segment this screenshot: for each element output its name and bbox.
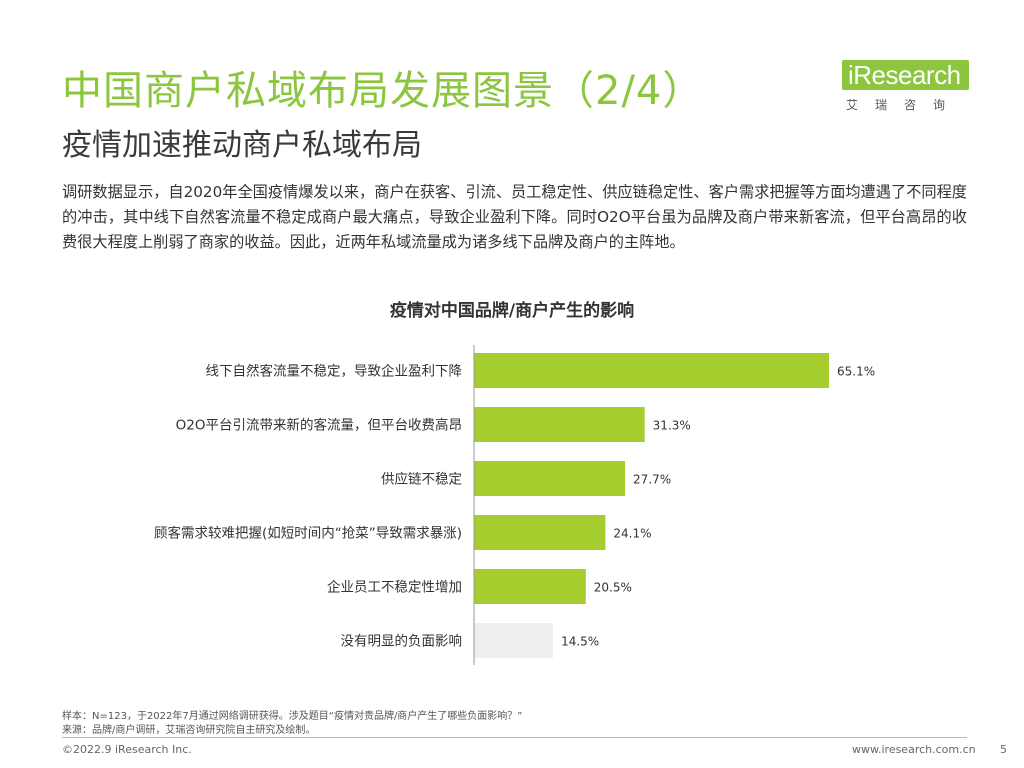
page-number: 5: [1000, 743, 1007, 756]
copyright: ©2022.9 iResearch Inc.: [62, 743, 192, 756]
category-label-0: 线下自然客流量不稳定，导致企业盈利下降: [206, 363, 463, 380]
page-subtitle: 疫情加速推动商户私域布局: [62, 128, 422, 163]
iresearch-logo: iResearch 艾瑞咨询: [842, 58, 972, 118]
bar-1: [474, 407, 645, 442]
bar-2: [474, 461, 626, 496]
value-label-1: 31.3%: [653, 419, 691, 433]
website-link[interactable]: www.iresearch.com.cn: [852, 743, 976, 756]
value-label-2: 27.7%: [633, 473, 671, 487]
bar-3: [474, 515, 606, 550]
category-label-4: 企业员工不稳定性增加: [327, 579, 462, 596]
value-label-4: 20.5%: [594, 581, 632, 595]
bar-chart: 线下自然客流量不稳定，导致企业盈利下降 65.1% O2O平台引流带来新的客流量，但…: [154, 345, 875, 665]
value-label-3: 24.1%: [613, 527, 651, 541]
footer-divider: [62, 737, 967, 738]
chart-title: 疫情对中国品牌/商户产生的影响: [389, 301, 635, 321]
category-label-2: 供应链不稳定: [381, 471, 462, 488]
category-label-5: 没有明显的负面影响: [341, 634, 463, 650]
value-label-5: 14.5%: [561, 635, 599, 649]
bar-0: [474, 353, 829, 388]
logo-wordmark: iResearch: [842, 60, 969, 90]
logo-tagline: 艾瑞咨询: [846, 98, 963, 112]
bar-5: [474, 623, 554, 658]
intro-paragraph: 调研数据显示，自2020年全国疫情爆发以来，商户在获客、引流、员工稳定性、供应链…: [62, 183, 967, 251]
category-label-1: O2O平台引流带来新的客流量，但平台收费高昂: [176, 417, 462, 434]
category-label-3: 顾客需求较难把握(如短时间内“抢菜”导致需求暴涨): [154, 525, 462, 542]
page-title: 中国商户私域布局发展图景（2/4）: [62, 68, 704, 114]
bar-4: [474, 569, 586, 604]
value-label-0: 65.1%: [837, 365, 875, 379]
sample-note: 样本：N=123，于2022年7月通过网络调研获得。涉及题目“疫情对贵品牌/商户…: [62, 711, 523, 722]
source-note: 来源：品牌/商户调研，艾瑞咨询研究院自主研究及绘制。: [62, 725, 316, 736]
